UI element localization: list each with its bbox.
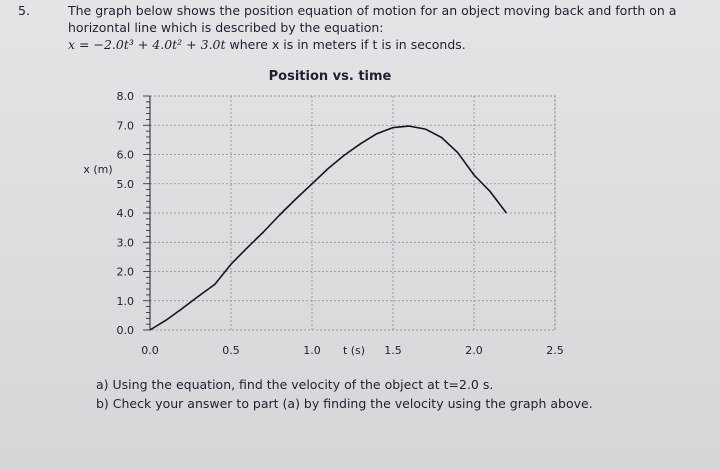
questions: a) Using the equation, find the velocity…: [96, 375, 593, 413]
y-tick-label: 7.0: [117, 119, 135, 132]
tick-labels: 0.0 0.5 1.0 1.5 2.0 2.5 0.0 1.0 2.0 3.0 4.0 5.0 6.0 7…: [117, 90, 564, 357]
x-tick-label: 0.0: [141, 344, 159, 357]
x-tick-label: 1.5: [384, 344, 402, 357]
y-tick-label: 5.0: [117, 178, 135, 191]
y-tick-label: 2.0: [117, 266, 135, 279]
problem-equation: x = −2.0t³ + 4.0t² + 3.0t where x is in …: [68, 36, 708, 53]
question-a: a) Using the equation, find the velocity…: [96, 377, 494, 392]
axes-layer: [143, 95, 151, 331]
x-tick-label: 0.5: [222, 344, 240, 357]
equation-expression: x = −2.0t³ + 4.0t² + 3.0t: [68, 37, 226, 52]
y-tick-label: 8.0: [117, 90, 135, 103]
problem-number: 5.: [18, 3, 30, 18]
position-curve: [149, 125, 508, 331]
x-tick-label: 2.5: [546, 344, 564, 357]
problem-statement: 5. The graph below shows the position eq…: [18, 2, 708, 53]
y-tick-label: 3.0: [117, 236, 135, 249]
question-b: b) Check your answer to part (a) by find…: [96, 396, 593, 411]
y-tick-label: 1.0: [117, 295, 135, 308]
problem-intro-line1: The graph below shows the position equat…: [68, 3, 677, 18]
y-tick-label: 4.0: [117, 207, 135, 220]
x-tick-label: 2.0: [465, 344, 483, 357]
x-axis-label: t (s): [343, 344, 365, 357]
grid-layer: [149, 95, 556, 331]
y-axis-label: x (m): [83, 163, 112, 176]
y-tick-label: 0.0: [117, 324, 135, 337]
problem-intro-line2: horizontal line which is described by th…: [68, 20, 384, 35]
x-tick-label: 1.0: [303, 344, 321, 357]
equation-units-note: where x is in meters if t is in seconds.: [229, 37, 466, 52]
y-tick-label: 6.0: [117, 149, 135, 162]
position-time-chart: Position vs. time x (m) t (s) 0.0 0.5 1.0 1…: [83, 69, 564, 357]
chart-title: Position vs. time: [269, 69, 392, 84]
series-layer: [149, 125, 508, 331]
